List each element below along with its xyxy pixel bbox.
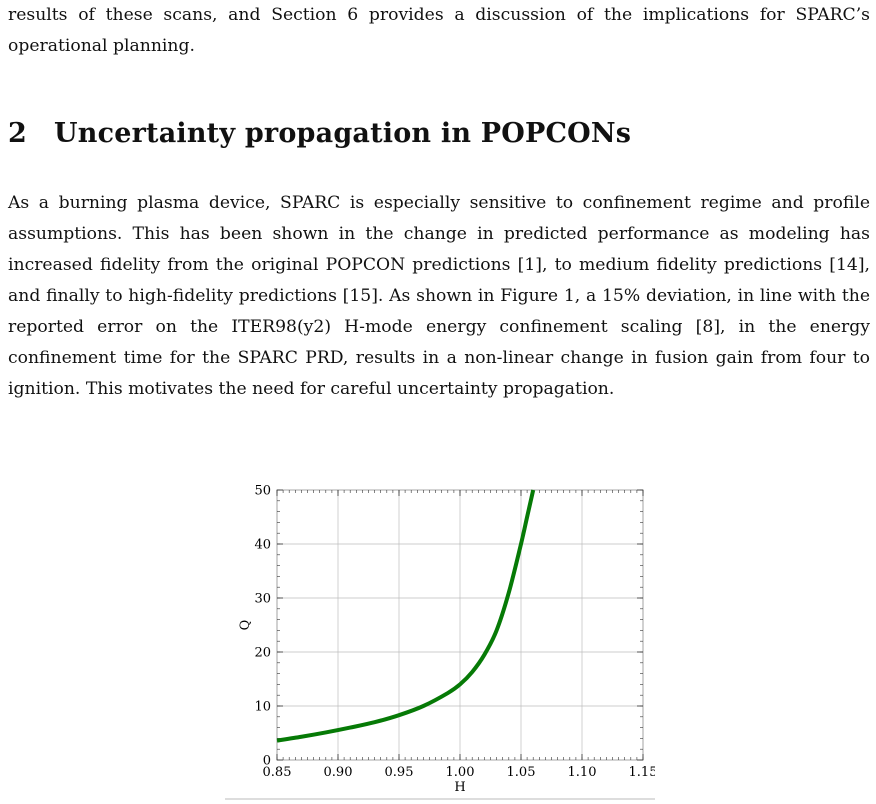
y-tick-label: 50	[254, 484, 271, 499]
grid-lines	[276, 489, 644, 761]
section-number: 2	[8, 118, 27, 149]
y-tick-label: 10	[254, 700, 271, 715]
x-tick-label: 1.05	[507, 765, 536, 780]
body-paragraph: As a burning plasma device, SPARC is esp…	[8, 193, 870, 399]
x-axis-label: H	[454, 780, 465, 795]
x-tick-label: 0.90	[324, 765, 353, 780]
axis-ticks	[276, 489, 644, 761]
x-tick-label: 0.95	[385, 765, 414, 780]
y-tick-label: 30	[254, 592, 271, 607]
section-heading: 2 Uncertainty propagation in POPCONs	[8, 118, 631, 149]
x-tick-label: 1.10	[568, 765, 597, 780]
x-tick-label: 1.00	[446, 765, 475, 780]
q-curve-line	[276, 489, 536, 743]
tick-labels: 0.85 0.90 0.95 1.00 1.05 1.10 1.15 0 10 20 30 40 50	[254, 484, 657, 781]
y-tick-label: 0	[263, 754, 271, 769]
y-tick-label: 20	[254, 646, 271, 661]
x-tick-label: 1.15	[629, 765, 655, 780]
section-title: Uncertainty propagation in POPCONs	[54, 118, 632, 149]
y-axis-label: Q	[238, 620, 253, 631]
y-tick-label: 40	[254, 538, 271, 553]
figure-1: 0.85 0.90 0.95 1.00 1.05 1.10 1.15 0 10 20 30 40 50 …	[225, 478, 657, 804]
x-tick-label: 0.85	[263, 765, 292, 780]
q-vs-h-chart: 0.85 0.90 0.95 1.00 1.05 1.10 1.1501020304050 …	[225, 484, 657, 800]
intro-paragraph-tail: results of these scans, and Section 6 pr…	[8, 5, 870, 56]
